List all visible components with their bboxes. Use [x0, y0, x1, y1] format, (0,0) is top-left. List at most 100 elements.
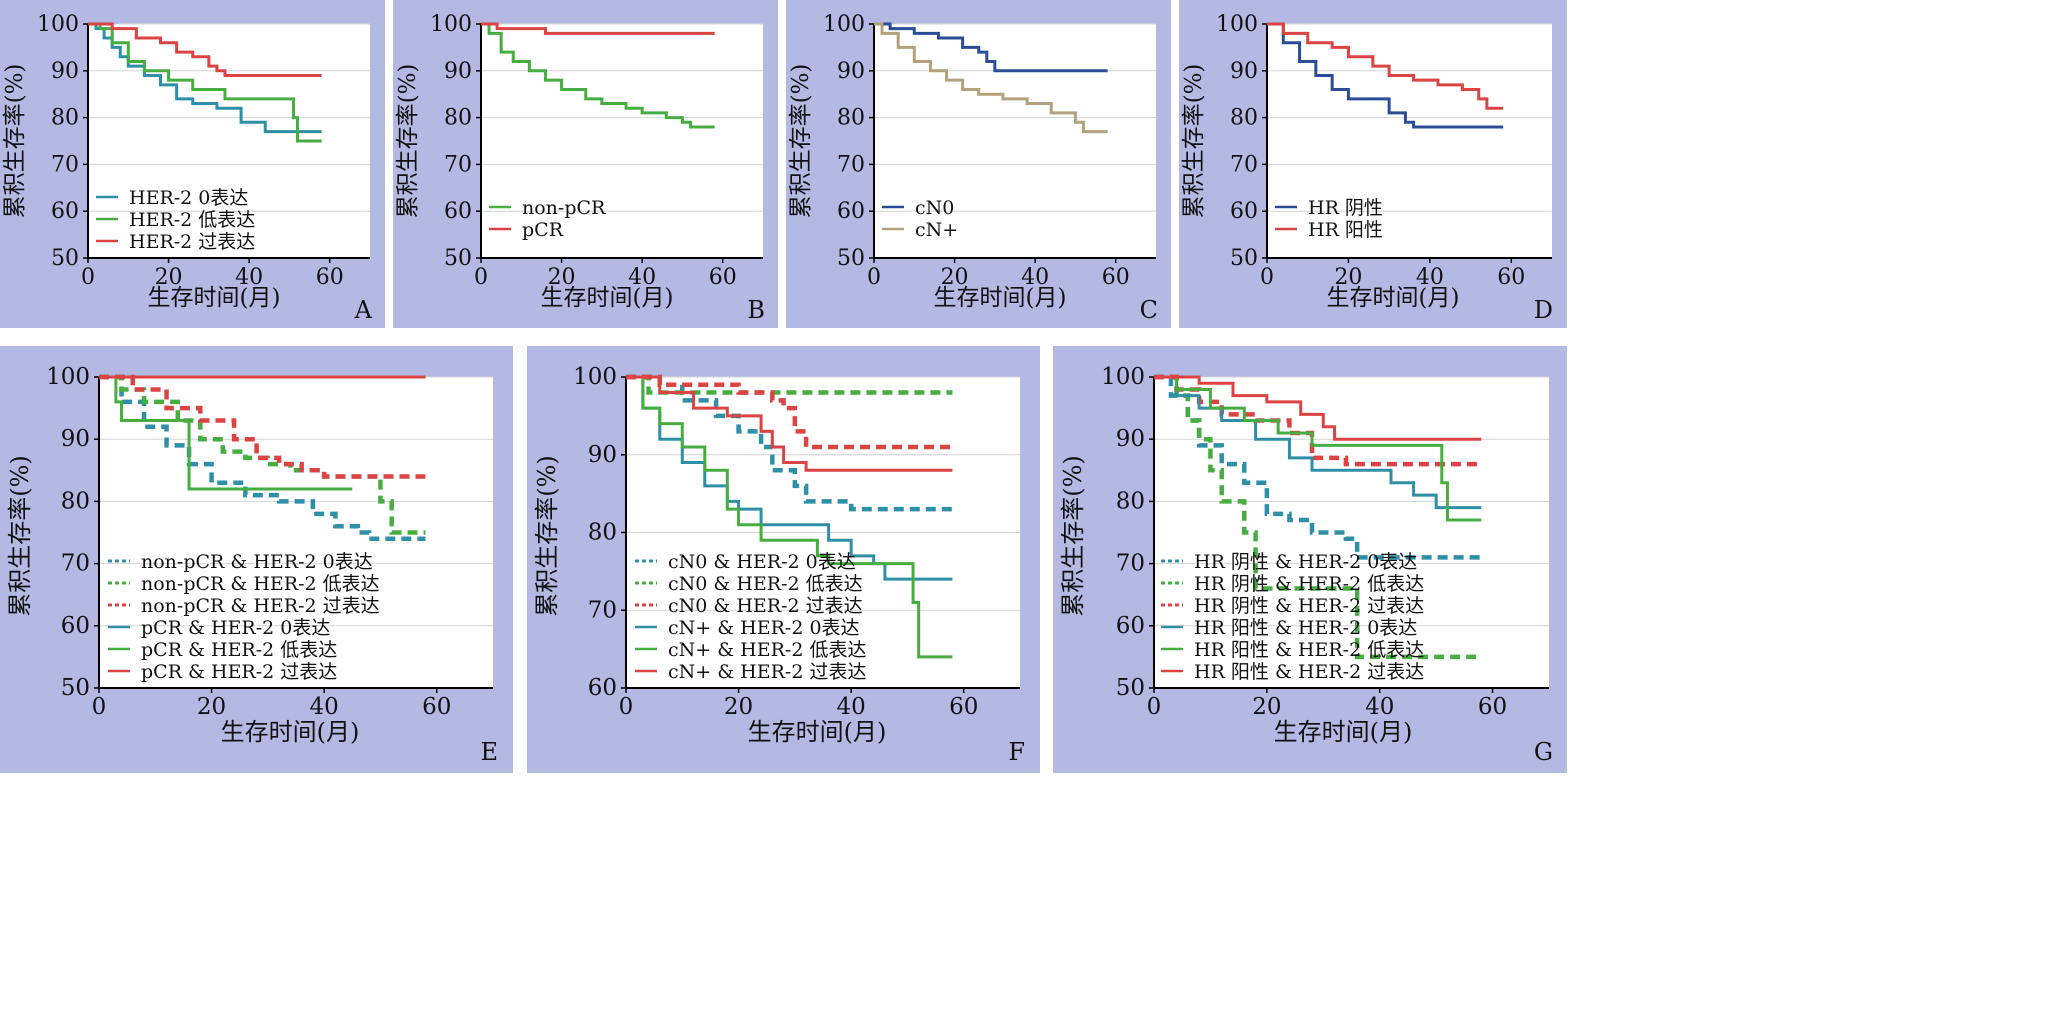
chart-c: 50 60 70 80 90 100 0 20 40 60 生存时间(月) 累积生存率(%) CcN0c… — [788, 12, 1158, 324]
x-tick-label: 0 — [474, 265, 488, 290]
y-tick-label: 50 — [1230, 246, 1258, 271]
series-line — [88, 22, 322, 134]
y-tick-label: 70 — [1230, 152, 1258, 177]
series-line — [874, 22, 1108, 134]
y-tick-label: 50 — [61, 675, 90, 701]
legend-label: non-pCR & HER-2 0表达 — [141, 551, 373, 573]
legend-label: cN+ — [915, 219, 958, 241]
y-tick-label: 90 — [444, 59, 472, 84]
y-tick-label: 50 — [837, 246, 865, 271]
y-tick-label: 70 — [61, 551, 90, 577]
y-tick-label: 80 — [837, 106, 865, 131]
x-tick-label: 40 — [310, 694, 339, 720]
y-tick-label: 80 — [1116, 488, 1145, 514]
y-tick-label: 90 — [61, 426, 90, 452]
x-axis-title: 生存时间(月) — [934, 285, 1067, 311]
x-tick-label: 40 — [1021, 265, 1049, 290]
chart-a: 50 60 70 80 90 100 0 20 40 60 生存时间(月) 累积生存率(%) A HER-… — [2, 12, 373, 324]
x-tick-label: 20 — [1252, 694, 1281, 720]
legend-label: HR 阳性 & HER-2 0表达 — [1194, 617, 1417, 639]
x-tick-label: 60 — [1497, 265, 1525, 290]
y-tick-label: 80 — [444, 106, 472, 131]
series-line — [88, 22, 322, 77]
y-tick-label: 70 — [51, 152, 79, 177]
legend-label: cN0 & HER-2 低表达 — [668, 573, 863, 595]
series-line — [88, 22, 322, 143]
y-tick-label: 60 — [61, 613, 90, 639]
x-tick-label: 20 — [941, 265, 969, 290]
panel-a: 50 60 70 80 90 100 0 20 40 60 生存时间(月) 累积生存率(%) A HER-… — [0, 0, 385, 328]
series-line — [1267, 22, 1504, 129]
legend-label: cN+ & HER-2 过表达 — [668, 661, 866, 683]
x-tick-label: 0 — [1260, 265, 1274, 290]
series-line — [626, 375, 953, 659]
chart-d: 50 60 70 80 90 100 0 20 40 60 生存时间(月) 累积生存率(%) D HR 阴… — [1181, 12, 1553, 324]
plot-area — [874, 24, 1156, 258]
x-tick-label: 0 — [81, 265, 95, 290]
y-tick-label: 60 — [51, 199, 79, 224]
y-tick-label: 80 — [51, 106, 79, 131]
x-tick-label: 40 — [1416, 265, 1444, 290]
x-tick-label: 20 — [548, 265, 576, 290]
plot-area — [88, 24, 370, 258]
y-axis-title: 累积生存率(%) — [1181, 64, 1207, 219]
y-axis-title: 累积生存率(%) — [6, 455, 34, 617]
panel-g: 50 60 70 80 90 100 0 20 40 60 生存时间(月) 累积生存率(%) G HR 阴… — [1053, 346, 1567, 773]
y-axis-title: 累积生存率(%) — [788, 64, 814, 219]
x-tick-label: 0 — [867, 265, 881, 290]
series-line — [1154, 375, 1482, 522]
panel-letter: F — [1008, 738, 1025, 766]
panel-d: 50 60 70 80 90 100 0 20 40 60 生存时间(月) 累积生存率(%) D HR 阴… — [1179, 0, 1567, 328]
legend-label: non-pCR & HER-2 低表达 — [141, 573, 380, 595]
y-tick-label: 100 — [430, 12, 472, 37]
y-tick-label: 100 — [37, 12, 79, 37]
legend-label: HER-2 过表达 — [129, 231, 255, 253]
x-tick-label: 60 — [1478, 694, 1507, 720]
legend-label: HR 阴性 — [1308, 197, 1383, 219]
panel-letter: G — [1534, 738, 1553, 766]
y-axis-title: 累积生存率(%) — [2, 64, 28, 219]
y-tick-label: 50 — [51, 246, 79, 271]
series-line — [99, 374, 426, 541]
panel-letter: B — [747, 296, 765, 324]
legend-label: pCR & HER-2 低表达 — [141, 639, 337, 661]
y-tick-label: 100 — [823, 12, 865, 37]
legend-label: non-pCR & HER-2 过表达 — [141, 595, 380, 617]
y-tick-label: 50 — [1116, 675, 1145, 701]
y-axis-title: 累积生存率(%) — [1059, 455, 1087, 617]
x-axis-title: 生存时间(月) — [541, 285, 674, 311]
legend-label: HR 阴性 & HER-2 0表达 — [1194, 551, 1417, 573]
legend-label: cN+ & HER-2 0表达 — [668, 617, 860, 639]
chart-b: 50 60 70 80 90 100 0 20 40 60 生存时间(月) 累积生存率(%) Bnon-… — [395, 12, 765, 324]
series-line — [1154, 374, 1482, 660]
x-tick-label: 0 — [1147, 694, 1162, 720]
panel-letter: E — [480, 738, 498, 766]
series-line — [874, 22, 1108, 73]
x-tick-label: 60 — [949, 694, 978, 720]
plot-area — [1154, 377, 1549, 688]
x-tick-label: 40 — [235, 265, 263, 290]
x-tick-label: 60 — [1102, 265, 1130, 290]
panel-letter: C — [1140, 296, 1158, 324]
legend-label: non-pCR — [522, 197, 606, 219]
x-axis-title: 生存时间(月) — [148, 285, 281, 311]
y-tick-label: 50 — [444, 246, 472, 271]
series-line — [99, 374, 426, 535]
legend-label: HR 阳性 — [1308, 219, 1383, 241]
y-axis-title: 累积生存率(%) — [533, 455, 561, 617]
panel-letter: A — [354, 296, 373, 324]
y-tick-label: 70 — [1116, 551, 1145, 577]
legend-label: cN0 & HER-2 0表达 — [668, 551, 856, 573]
series-line — [626, 374, 953, 450]
x-axis-title: 生存时间(月) — [221, 718, 360, 746]
y-tick-label: 90 — [837, 59, 865, 84]
y-tick-label: 60 — [1230, 199, 1258, 224]
series-line — [1267, 22, 1504, 110]
y-tick-label: 60 — [1116, 613, 1145, 639]
x-axis-title: 生存时间(月) — [1327, 285, 1460, 311]
series-line — [481, 22, 715, 35]
x-tick-label: 20 — [1334, 265, 1362, 290]
